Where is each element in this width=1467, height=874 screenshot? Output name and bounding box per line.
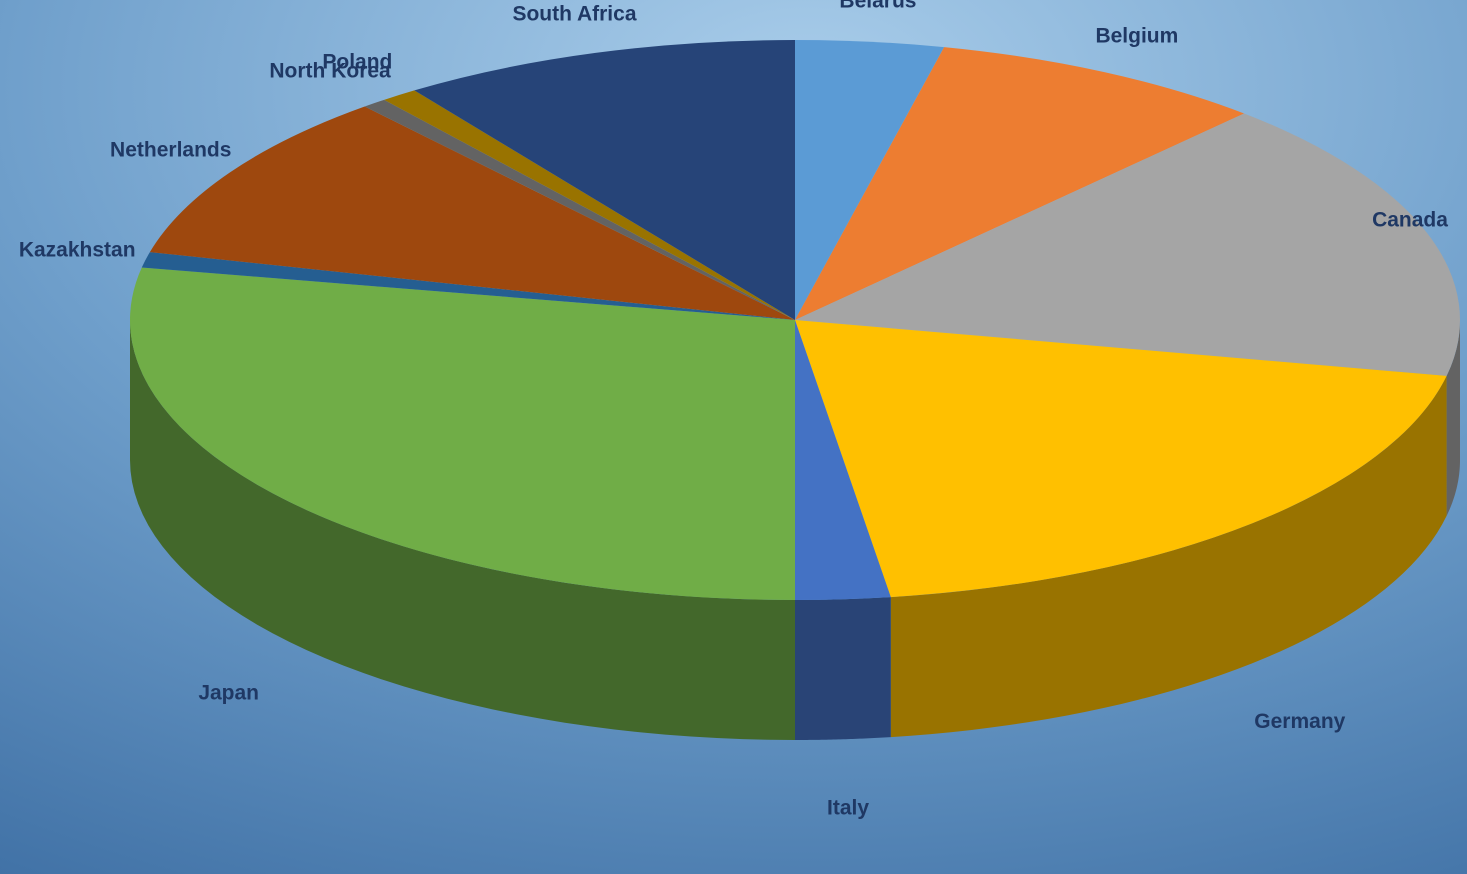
slice-label: South Africa xyxy=(512,2,636,25)
slice-label: Germany xyxy=(1254,710,1345,733)
chart: Belarus Belgium Canada Germany Italy Japan Kaz… xyxy=(0,0,1467,874)
slice-label: Netherlands xyxy=(110,139,231,162)
slice-label: Japan xyxy=(198,682,259,705)
slice-side xyxy=(795,597,891,740)
slice-label: Belarus xyxy=(839,0,916,13)
slice-label: Kazakhstan xyxy=(19,239,136,262)
slice-label: Poland xyxy=(322,50,392,73)
slice-label: Canada xyxy=(1372,209,1448,232)
slice-label: Belgium xyxy=(1095,24,1178,47)
slice-label: Italy xyxy=(827,797,869,820)
page: Belarus Belgium Canada Germany Italy Japan Kaz… xyxy=(0,0,1467,874)
